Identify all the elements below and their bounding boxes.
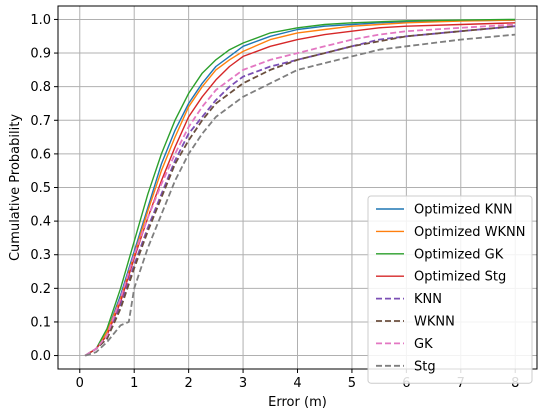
legend-label: WKNN (414, 315, 455, 330)
y-tick-label: 0.2 (30, 282, 51, 297)
y-axis-ticks: 0.0 0.1 0.2 0.3 0.4 0.5 0.6 0.7 0.8 0.9 1.0 (30, 13, 58, 364)
x-tick-label: 2 (184, 376, 192, 391)
x-tick-label: 5 (348, 376, 356, 391)
legend: Optimized KNN Optimized WKNN Optimized GK O… (367, 195, 533, 384)
series-line-0 (84, 19, 516, 357)
y-tick-label: 0.7 (30, 114, 51, 129)
legend-label: Optimized Stg (414, 270, 506, 285)
legend-label: Optimized GK (414, 247, 504, 262)
legend-label: GK (414, 337, 433, 352)
x-tick-label: 3 (239, 376, 247, 391)
x-tick-label: 1 (130, 376, 138, 391)
x-axis-label: Error (m) (268, 395, 327, 410)
y-tick-label: 0.9 (30, 47, 51, 62)
y-tick-label: 0.4 (30, 215, 51, 230)
x-tick-label: 0 (76, 376, 84, 391)
legend-label: Stg (414, 359, 436, 374)
y-tick-label: 0.3 (30, 248, 51, 263)
y-tick-label: 0.6 (30, 147, 51, 162)
y-axis-label: Cumulative Probability (8, 114, 23, 261)
legend-label: KNN (414, 292, 442, 307)
series-line-6 (84, 23, 516, 357)
x-tick-label: 4 (293, 376, 301, 391)
y-tick-label: 0.8 (30, 80, 51, 95)
series-line-3 (84, 22, 516, 357)
series-lines (84, 18, 516, 357)
series-line-7 (84, 33, 516, 357)
legend-label: Optimized WKNN (414, 225, 526, 240)
series-line-2 (84, 18, 516, 357)
y-tick-label: 0.1 (30, 315, 51, 330)
series-line-5 (84, 25, 516, 357)
y-tick-label: 0.5 (30, 181, 51, 196)
y-tick-label: 1.0 (30, 13, 51, 28)
legend-label: Optimized KNN (414, 203, 513, 218)
legend-box (367, 195, 533, 384)
y-tick-label: 0.0 (30, 349, 51, 364)
series-line-4 (84, 25, 516, 357)
